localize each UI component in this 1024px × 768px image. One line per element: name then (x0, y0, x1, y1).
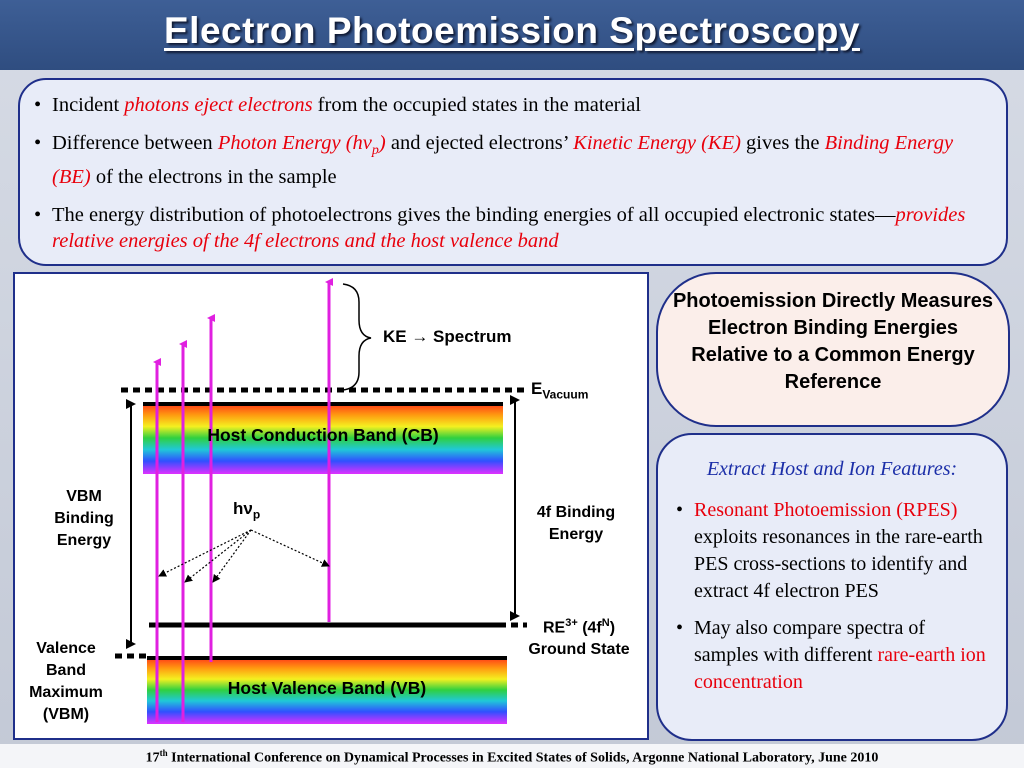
footer-rest: International Conference on Dynamical Pr… (167, 750, 879, 766)
text-run: rare-earth ion concentration (694, 644, 986, 693)
bullet-text: Incident photons eject electrons from th… (52, 94, 641, 116)
text-run: gives the (740, 132, 825, 154)
bullet-text: Resonant Photoemission (RPES) exploits r… (694, 499, 983, 602)
vbm-binding-line: Energy (56, 532, 112, 549)
text-run: The energy distribution of photoelectron… (52, 204, 896, 227)
photon-pointer (158, 529, 252, 577)
ground-state-text: Ground State (528, 641, 630, 659)
intro-bullet: • Difference between Photon Energy (hνp) … (30, 130, 995, 190)
footer-sup: th (159, 748, 168, 758)
photon-main: hν (233, 499, 253, 518)
title-bar: Electron Photoemission Spectroscopy (0, 0, 1024, 70)
re-post: ) (609, 619, 616, 637)
vbm-label-line: Band (46, 662, 86, 679)
features-panel: Extract Host and Ion Features: • Resonant… (656, 433, 1008, 741)
valence-band-label: Host Valence Band (VB) (227, 678, 427, 698)
text-run: of the electrons in the sample (90, 166, 337, 189)
bullet-dot-icon: • (34, 204, 42, 227)
vbm-binding-label: VBM Binding Energy (39, 486, 129, 552)
bullet-dot-icon: • (676, 617, 684, 639)
vbm-label-line: Maximum (29, 684, 103, 701)
intro-bullet: • Incident photons eject electrons from t… (30, 92, 995, 118)
intro-bullet: • The energy distribution of photoelectro… (30, 202, 995, 254)
text-run: exploits resonances in the rare-earth PE… (694, 526, 983, 602)
text-run: photons eject electrons (124, 94, 313, 116)
re-ion-label: RE3+ (4fN) (511, 612, 647, 639)
conduction-band (143, 402, 503, 474)
vbm-label-line: Valence (36, 640, 96, 657)
text-run: Kinetic Energy (KE) (573, 132, 741, 154)
bullet-dot-icon: • (676, 499, 684, 521)
text-run: Photon Energy (h (217, 132, 363, 154)
bullet-dot-icon: • (34, 94, 42, 116)
text-run: ν (362, 132, 372, 154)
re-sup2: N (601, 617, 610, 629)
text-run: provides relative energies of the 4f ele… (52, 204, 966, 253)
e-vacuum-main: E (531, 379, 543, 398)
valence-band (147, 656, 507, 724)
text-run: Binding Energy (BE) (52, 132, 954, 189)
vbm-binding-line: VBM (66, 488, 102, 505)
footer-bar: 17th International Conference on Dynamic… (0, 744, 1024, 768)
fbinding-line: 4f Binding (536, 504, 616, 521)
fbinding-label: 4f Binding Energy (521, 502, 631, 546)
intro-panel: • Incident photons eject electrons from t… (18, 78, 1008, 266)
text-run: p (371, 143, 379, 159)
re-sup: 3+ (565, 617, 578, 629)
text-run: Difference between (52, 132, 218, 154)
text-run: Resonant Photoemission (RPES) (694, 499, 958, 521)
feature-bullet: • May also compare spectra of samples wit… (672, 615, 992, 696)
text-run: ) (378, 132, 386, 154)
bullet-dot-icon: • (34, 132, 42, 154)
slide-title: Electron Photoemission Spectroscopy (164, 10, 860, 51)
bullet-text: Difference between Photon Energy (hνp) a… (52, 132, 953, 188)
footer-text: 17th International Conference on Dynamic… (0, 748, 1024, 767)
text-run: from the occupied states in the material (312, 94, 641, 116)
re-mid: (4f (577, 619, 602, 637)
photon-pointer (250, 529, 330, 567)
bullet-text: May also compare spectra of samples with… (694, 617, 986, 693)
vbm-label-line: (VBM) (42, 706, 90, 723)
feature-bullet: • Resonant Photoemission (RPES) exploits … (672, 497, 992, 605)
text-run: Incident (52, 94, 125, 116)
e-vacuum-sub: Vacuum (542, 387, 589, 402)
footer-ordinal: 17 (145, 750, 160, 766)
energy-diagram-svg (115, 278, 527, 724)
vbm-binding-line: Binding (54, 510, 114, 527)
intro-bullet-list: • Incident photons eject electrons from t… (30, 92, 995, 266)
fbinding-line: Energy (548, 526, 604, 543)
photon-pointer (184, 529, 252, 583)
callout-text: Photoemission Directly Measures Electron… (672, 290, 994, 393)
features-heading: Extract Host and Ion Features: (706, 458, 958, 480)
ke-spectrum-label: KE → Spectrum (383, 327, 512, 346)
conduction-band-label: Host Conduction Band (CB) (207, 425, 439, 445)
e-vacuum-label: EVacuum (531, 378, 641, 405)
bullet-text: The energy distribution of photoelectron… (52, 204, 965, 252)
re-pre: RE (542, 619, 566, 637)
photon-energy-label: hνp (233, 498, 293, 525)
valence-band-max-label: Valence Band Maximum (VBM) (17, 638, 115, 726)
photon-pointer (212, 529, 252, 583)
photon-sub: p (252, 507, 261, 522)
callout-box: Photoemission Directly Measures Electron… (656, 272, 1010, 427)
text-run: May also compare spectra of samples with… (694, 617, 926, 666)
energy-diagram: KE → Spectrum EVacuum Host Conduction Ba… (13, 272, 649, 740)
features-bullet-list: • Resonant Photoemission (RPES) exploits … (672, 497, 992, 706)
re-ground-label: RE3+ (4fN) Ground State (511, 612, 647, 661)
ke-brace (342, 283, 372, 391)
text-run: and ejected electrons’ (385, 132, 574, 154)
